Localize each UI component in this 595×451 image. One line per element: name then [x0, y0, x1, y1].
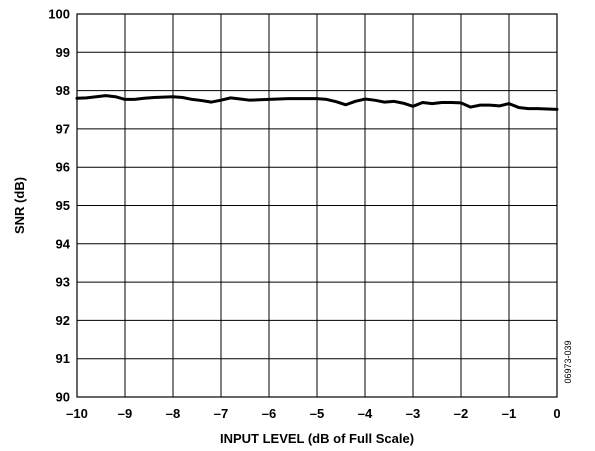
x-tick-label: –6: [262, 406, 276, 421]
x-tick-label: 0: [553, 406, 560, 421]
x-tick-label: –5: [310, 406, 324, 421]
y-tick-label: 97: [56, 121, 70, 136]
snr-series-line: [75, 94, 559, 111]
series-layer: [75, 94, 559, 111]
figure-id-label: 06973-039: [563, 340, 573, 383]
y-tick-label: 92: [56, 313, 70, 328]
x-tick-label: –3: [406, 406, 420, 421]
grid-lines: [77, 14, 557, 397]
x-tick-label: –7: [214, 406, 228, 421]
x-tick-label: –10: [66, 406, 88, 421]
y-tick-label: 100: [48, 7, 70, 22]
y-tick-label: 91: [56, 351, 70, 366]
x-axis-tick-labels: –10 –9 –8 –7 –6 –5 –4 –3 –2 –1 0: [66, 406, 560, 421]
x-tick-label: –4: [358, 406, 373, 421]
y-axis-title: SNR (dB): [12, 177, 27, 234]
y-tick-label: 90: [56, 390, 70, 405]
y-tick-label: 99: [56, 45, 70, 60]
x-tick-label: –2: [454, 406, 468, 421]
x-axis-title: INPUT LEVEL (dB of Full Scale): [220, 431, 414, 446]
x-tick-label: –9: [118, 406, 132, 421]
y-tick-label: 95: [56, 198, 70, 213]
plot-frame: [76, 13, 558, 398]
y-tick-label: 93: [56, 275, 70, 290]
x-tick-label: –8: [166, 406, 180, 421]
y-tick-label: 96: [56, 160, 70, 175]
y-axis-tick-labels: 90 91 92 93 94 95 96 97 98 99 100: [48, 7, 70, 405]
y-tick-label: 98: [56, 83, 70, 98]
y-tick-label: 94: [56, 236, 71, 251]
x-tick-label: –1: [502, 406, 516, 421]
